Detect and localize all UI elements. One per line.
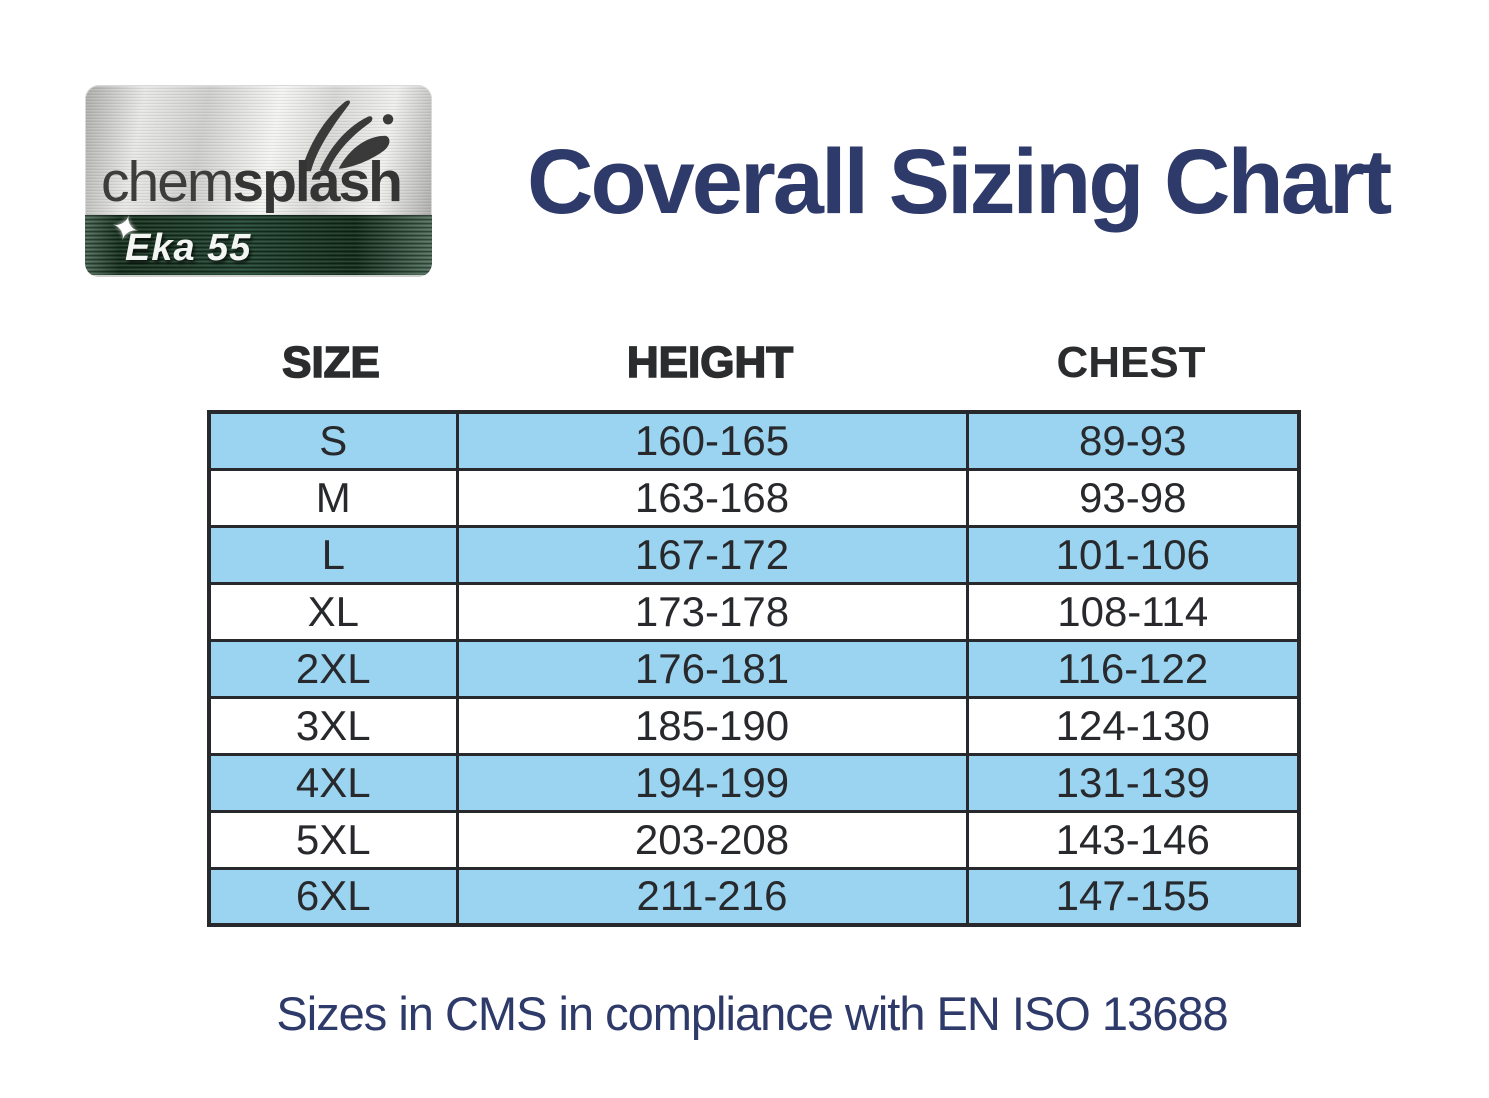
size-cell: S — [207, 410, 459, 471]
table-row: XL 173-178 108-114 — [207, 581, 1301, 642]
page-title: Coverall Sizing Chart — [527, 131, 1392, 233]
chest-cell: 89-93 — [965, 410, 1301, 471]
height-cell: 203-208 — [455, 809, 969, 870]
product-name: Eka 55 — [125, 227, 252, 269]
height-cell: 167-172 — [455, 524, 969, 585]
logo-green-band: ✦ Eka 55 — [85, 207, 432, 277]
column-header-size: SIZE — [281, 337, 380, 388]
size-cell: 6XL — [207, 866, 459, 927]
height-cell: 176-181 — [455, 638, 969, 699]
splash-droplets-icon — [301, 100, 394, 172]
chest-cell: 101-106 — [965, 524, 1301, 585]
size-cell: L — [207, 524, 459, 585]
brand-prefix: chem — [101, 150, 234, 214]
size-cell: 2XL — [207, 638, 459, 699]
table-row: L 167-172 101-106 — [207, 524, 1301, 585]
height-cell: 194-199 — [455, 752, 969, 813]
table-column-headers: SIZE HEIGHT CHEST — [207, 337, 1297, 388]
chest-cell: 147-155 — [965, 866, 1301, 927]
compliance-note: Sizes in CMS in compliance with EN ISO 1… — [276, 987, 1228, 1040]
size-cell: XL — [207, 581, 459, 642]
chest-cell: 131-139 — [965, 752, 1301, 813]
table-row: 4XL 194-199 131-139 — [207, 752, 1301, 813]
height-cell: 211-216 — [455, 866, 969, 927]
table-row: S 160-165 89-93 — [207, 410, 1301, 471]
brand-wordmark: chemsplash — [101, 149, 403, 215]
table-row: 2XL 176-181 116-122 — [207, 638, 1301, 699]
size-cell: 5XL — [207, 809, 459, 870]
chest-cell: 124-130 — [965, 695, 1301, 756]
height-cell: 173-178 — [455, 581, 969, 642]
table-row: 3XL 185-190 124-130 — [207, 695, 1301, 756]
height-cell: 185-190 — [455, 695, 969, 756]
brand-suffix: splash — [232, 150, 403, 214]
size-cell: M — [207, 467, 459, 528]
size-cell: 4XL — [207, 752, 459, 813]
table-row: M 163-168 93-98 — [207, 467, 1301, 528]
chest-cell: 108-114 — [965, 581, 1301, 642]
table-row: 5XL 203-208 143-146 — [207, 809, 1301, 870]
column-header-chest: CHEST — [1056, 338, 1206, 387]
brand-logo: chemsplash ✦ Eka 55 — [85, 85, 432, 277]
sizing-table: S 160-165 89-93 M 163-168 93-98 L 167-17… — [207, 410, 1301, 927]
size-cell: 3XL — [207, 695, 459, 756]
table-row: 6XL 211-216 147-155 — [207, 866, 1301, 927]
height-cell: 163-168 — [455, 467, 969, 528]
chest-cell: 93-98 — [965, 467, 1301, 528]
chest-cell: 116-122 — [965, 638, 1301, 699]
height-cell: 160-165 — [455, 410, 969, 471]
chest-cell: 143-146 — [965, 809, 1301, 870]
column-header-height: HEIGHT — [626, 337, 794, 388]
